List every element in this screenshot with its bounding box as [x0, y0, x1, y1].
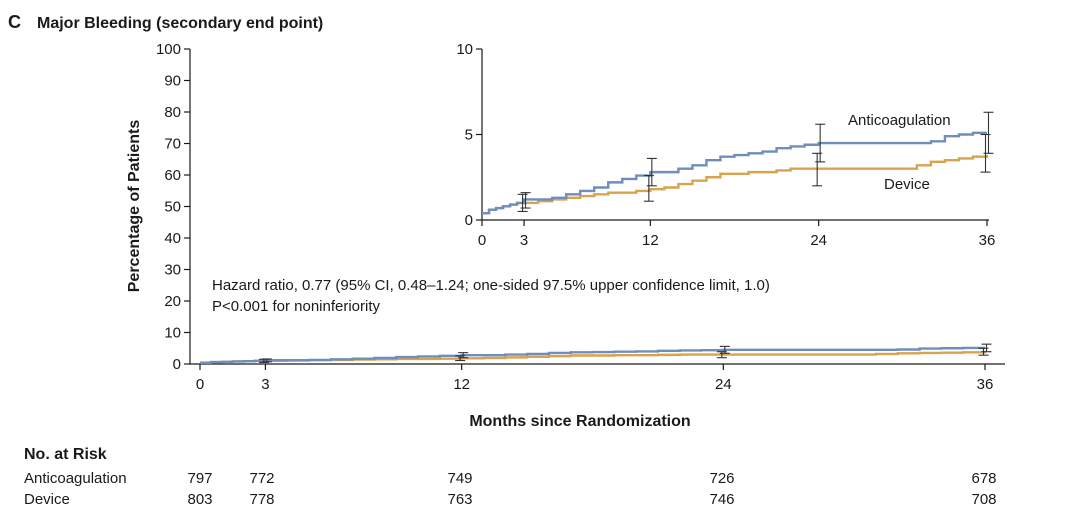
- inset-error-bars: [517, 111, 994, 212]
- risk-row-label: Device: [24, 491, 70, 508]
- risk-cell: 803: [187, 491, 212, 508]
- x-axis-title: Months since Randomization: [469, 413, 690, 430]
- inset-series: [482, 131, 989, 215]
- main-series-line-anticoagulation: [200, 346, 985, 364]
- risk-cell: 746: [709, 491, 734, 508]
- p-value-text: P<0.001 for noninferiority: [212, 298, 381, 315]
- risk-cell: 772: [249, 470, 274, 487]
- risk-cell: 763: [447, 491, 472, 508]
- main-x-ticks: 0 3 12 24 36: [196, 364, 994, 393]
- risk-cell: 678: [971, 470, 996, 487]
- main-y-tick-label: 50: [164, 199, 181, 216]
- main-y-tick-label: 40: [164, 230, 181, 247]
- inset-x-ticks: 0 3 12 24 36: [478, 220, 996, 249]
- main-y-tick-label: 70: [164, 136, 181, 153]
- main-series: [200, 346, 987, 364]
- legend-label-device: Device: [884, 176, 930, 193]
- main-y-tick-label: 10: [164, 325, 181, 342]
- main-y-tick-label: 90: [164, 73, 181, 90]
- inset-y-tick-label: 5: [465, 127, 473, 144]
- main-axes: [189, 49, 1005, 365]
- inset-y-ticks: 0 5 10: [456, 41, 482, 229]
- inset-y-tick-label: 0: [465, 212, 473, 229]
- risk-row-label: Anticoagulation: [24, 470, 127, 487]
- inset-x-tick-label: 3: [520, 232, 528, 249]
- risk-cell: 778: [249, 491, 274, 508]
- inset-x-tick-label: 12: [642, 232, 659, 249]
- main-y-tick-label: 0: [173, 356, 181, 373]
- panel-letter: C: [8, 12, 21, 32]
- main-error-bars: [258, 343, 992, 363]
- risk-cell: 708: [971, 491, 996, 508]
- main-x-tick-label: 0: [196, 376, 204, 393]
- risk-table-title: No. at Risk: [24, 446, 107, 463]
- risk-cell: 797: [187, 470, 212, 487]
- panel-title: Major Bleeding (secondary end point): [37, 15, 323, 32]
- inset-x-tick-label: 0: [478, 232, 486, 249]
- y-axis-title: Percentage of Patients: [126, 120, 143, 293]
- inset-y-tick-label: 10: [456, 41, 473, 58]
- main-x-tick-label: 3: [261, 376, 269, 393]
- inset-axes: [481, 49, 989, 221]
- inset-series-line-anticoagulation: [482, 131, 987, 215]
- main-series-line-device: [200, 351, 987, 364]
- main-y-tick-label: 60: [164, 167, 181, 184]
- risk-cell: 749: [447, 470, 472, 487]
- risk-cell: 726: [709, 470, 734, 487]
- main-y-tick-label: 100: [156, 41, 181, 58]
- legend-label-anticoagulation: Anticoagulation: [848, 112, 951, 129]
- inset-x-tick-label: 24: [810, 232, 827, 249]
- inset-x-tick-label: 36: [979, 232, 996, 249]
- main-y-tick-label: 80: [164, 104, 181, 121]
- main-y-ticks: 0 10 20 30 40 50 60 70 80 90 100: [156, 41, 190, 373]
- main-y-tick-label: 30: [164, 262, 181, 279]
- main-x-tick-label: 36: [977, 376, 994, 393]
- risk-table: Anticoagulation 797 772 749 726 678 Device 803 7…: [24, 470, 997, 508]
- main-x-tick-label: 12: [453, 376, 470, 393]
- hazard-ratio-text: Hazard ratio, 0.77 (95% CI, 0.48–1.24; o…: [212, 277, 770, 294]
- main-y-tick-label: 20: [164, 293, 181, 310]
- main-x-tick-label: 24: [715, 376, 732, 393]
